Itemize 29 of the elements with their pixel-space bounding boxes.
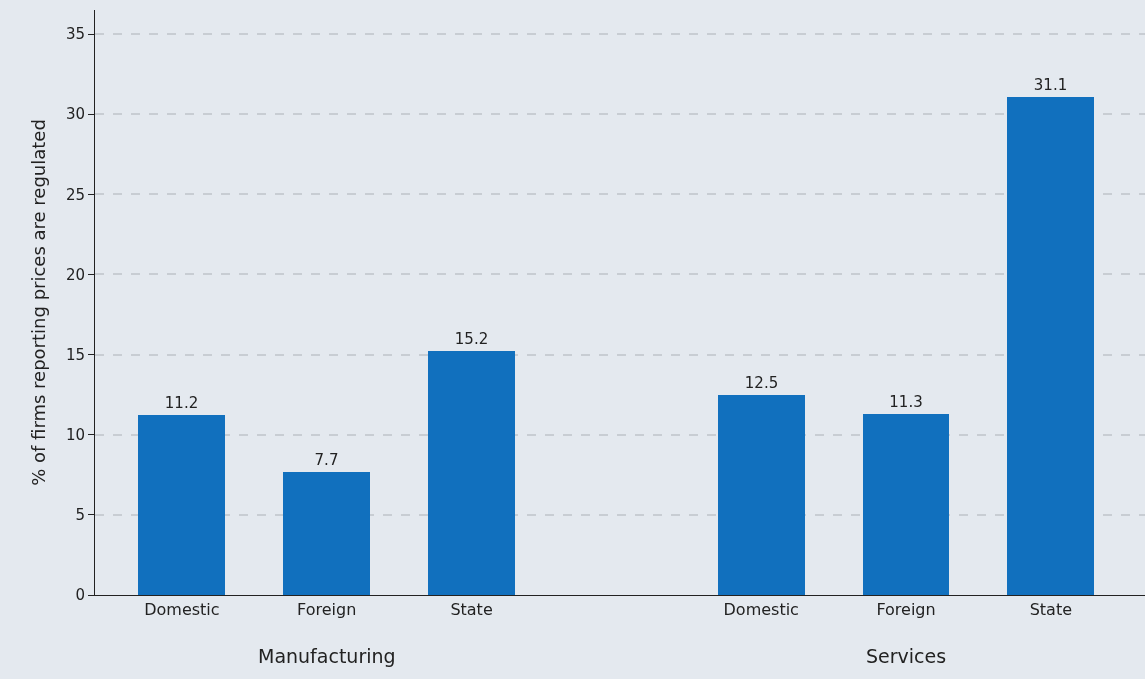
x-tick-label: State [450,600,493,620]
y-tick-label: 10 [65,425,85,444]
bar [138,415,225,595]
y-tick-label: 0 [75,586,85,605]
bar [428,351,515,595]
bar [718,395,805,595]
data-label: 7.7 [314,451,339,469]
y-tick-label: 5 [75,506,85,525]
x-tick-label: Foreign [876,600,936,620]
x-tick-label: Domestic [144,600,220,620]
x-tick-label: State [1029,600,1073,620]
bar [283,472,370,595]
text: Manufacturing [258,645,396,667]
data-label: 12.5 [744,374,779,392]
data-label: 31.1 [1033,76,1068,94]
data-label: 11.2 [164,394,199,412]
data-label: 15.2 [454,330,489,348]
y-tick-label: 20 [65,265,85,284]
y-tick-label: 35 [65,25,85,44]
x-tick-label: Domestic [723,600,799,620]
text: Services [866,645,947,667]
bar [1007,97,1094,595]
y-tick-label: 25 [65,185,85,204]
bar [863,414,949,595]
x-tick-label: Foreign [297,600,357,620]
data-label: 11.3 [889,393,923,411]
y-axis-title: % of firms reporting prices are regulated [28,119,50,486]
y-tick-label: 30 [65,105,85,124]
y-tick-label: 15 [65,345,85,364]
